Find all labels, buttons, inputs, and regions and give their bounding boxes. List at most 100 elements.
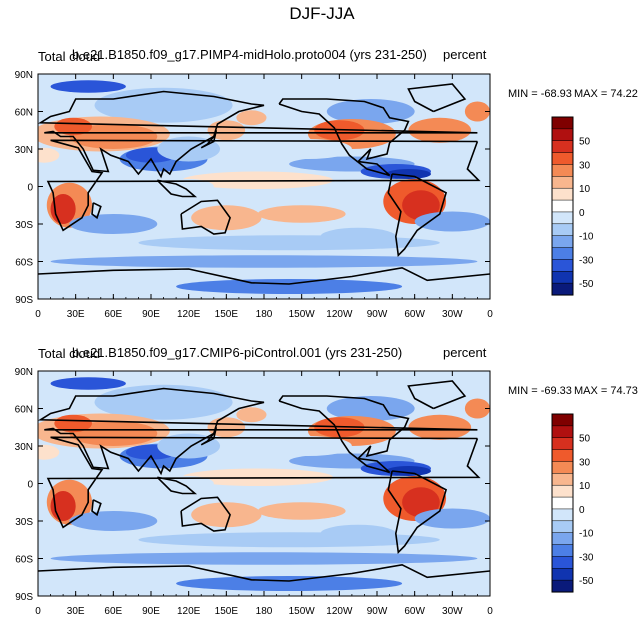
y-tick-label: 30S	[15, 220, 33, 231]
x-tick-label: 60E	[104, 309, 122, 320]
panel-bottom: Total cloud b.e21.B1850.f09_g17.CMIP6-pi…	[0, 297, 644, 627]
colorbar-swatch	[551, 247, 574, 260]
coastline	[38, 266, 490, 285]
colorbar-swatch	[551, 235, 574, 249]
contour-region	[257, 205, 346, 223]
units-label: percent	[443, 345, 487, 360]
coastline	[180, 496, 231, 532]
contour-region	[236, 110, 267, 126]
contour-region	[176, 576, 403, 591]
colorbar-label: 0	[579, 505, 585, 516]
coastline	[46, 436, 481, 529]
colorbar-label: 50	[579, 137, 591, 148]
case-label: b.e21.B1850.f09_g17.PIMP4-midHolo.proto0…	[72, 47, 427, 62]
colorbar-swatch	[551, 579, 574, 593]
x-tick-label: 120W	[326, 309, 353, 320]
contour-region	[69, 124, 158, 149]
x-tick-label: 30E	[67, 309, 85, 320]
contour-region	[69, 421, 158, 446]
x-tick-label: 120W	[326, 606, 353, 617]
colorbar-label: 50	[579, 434, 591, 445]
contour-region	[320, 227, 396, 246]
units-label: percent	[443, 47, 487, 62]
coastline	[200, 130, 218, 149]
contour-region	[385, 169, 431, 179]
y-tick-label: 60N	[15, 405, 33, 416]
x-tick-label: 60E	[104, 606, 122, 617]
colorbar-swatch	[551, 520, 574, 534]
coastline	[407, 83, 467, 113]
colorbar-swatch	[551, 568, 574, 581]
contour-region	[320, 524, 396, 543]
cloud-difference-map: 0 30E 60E 90E 120E 150E 180 150W 120W 90W 60W 30W 09…	[15, 367, 594, 617]
min-label: MIN = -69.33	[508, 385, 572, 397]
x-tick-label: 180	[256, 606, 273, 617]
x-tick-label: 30E	[67, 606, 85, 617]
contour-region	[385, 466, 431, 476]
coastline	[407, 380, 467, 410]
coastline	[180, 199, 231, 235]
contour-region	[176, 279, 403, 294]
colorbar-swatch	[551, 425, 574, 439]
colorbar-label: -50	[579, 279, 594, 290]
colorbar-frame	[551, 116, 574, 296]
contour-region	[38, 444, 60, 460]
coastline	[91, 202, 102, 220]
variable-label: Total cloud	[38, 49, 101, 64]
coastline	[38, 563, 490, 582]
contour-region	[69, 511, 158, 531]
contour-region	[236, 407, 267, 423]
contour-region	[38, 147, 60, 163]
colorbar-label: 30	[579, 160, 591, 171]
y-tick-label: 0	[27, 183, 33, 194]
coastline	[156, 179, 198, 198]
y-tick-label: 90S	[15, 295, 33, 306]
contour-region	[264, 436, 352, 456]
y-tick-label: 90N	[15, 70, 33, 81]
x-tick-label: 0	[35, 606, 41, 617]
coastline	[387, 173, 448, 258]
contour-region	[54, 117, 92, 136]
contour-region	[50, 80, 126, 93]
contour-field	[38, 74, 490, 299]
y-tick-label: 30N	[15, 145, 33, 156]
colorbar-swatch	[551, 484, 574, 498]
x-tick-label: 0	[487, 606, 493, 617]
colorbar-label: -10	[579, 529, 594, 540]
contour-region	[414, 211, 490, 232]
x-tick-label: 90E	[142, 309, 160, 320]
colorbar-swatch	[551, 437, 574, 451]
coastline	[200, 427, 218, 446]
coastline	[91, 499, 102, 517]
colorbar-swatch	[551, 211, 574, 225]
y-tick-label: 60S	[15, 555, 33, 566]
colorbar-label: -10	[579, 232, 594, 243]
y-tick-label: 60N	[15, 108, 33, 119]
contour-region	[408, 414, 472, 440]
y-tick-label: 30N	[15, 442, 33, 453]
coastline	[387, 470, 448, 555]
x-tick-label: 120E	[177, 606, 201, 617]
panel-top: Total cloud b.e21.B1850.f09_g17.PIMP4-mi…	[15, 47, 638, 320]
max-label: MAX = 74.73	[574, 385, 638, 397]
colorbar-swatch	[551, 473, 574, 486]
x-tick-label: 150E	[215, 309, 239, 320]
colorbar-swatch	[551, 223, 574, 237]
y-tick-label: 90S	[15, 592, 33, 603]
colorbar-label: -30	[579, 255, 594, 266]
coastline	[38, 90, 478, 179]
x-tick-label: 120E	[177, 309, 201, 320]
contour-field	[38, 371, 490, 596]
colorbar-swatch	[551, 164, 574, 177]
y-tick-label: 30S	[15, 517, 33, 528]
x-tick-label: 0	[487, 309, 493, 320]
max-label: MAX = 74.22	[574, 88, 638, 100]
colorbar-swatch	[551, 544, 574, 557]
contour-region	[163, 179, 214, 194]
colorbar-label: 0	[579, 208, 585, 219]
colorbar-label: -50	[579, 576, 594, 587]
colorbar-swatch	[551, 176, 574, 189]
colorbar-swatch	[551, 508, 574, 522]
x-tick-label: 150E	[215, 606, 239, 617]
contour-region	[464, 101, 490, 122]
